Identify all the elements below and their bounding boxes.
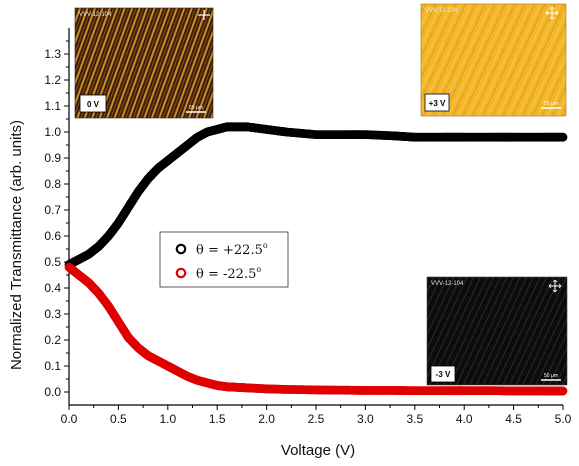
x-tick-label: 2.0 bbox=[258, 412, 275, 426]
inset-caption-minus3v: VVV-12-104 bbox=[431, 281, 464, 287]
series-positive bbox=[64, 122, 568, 269]
legend-marker-red bbox=[175, 267, 187, 279]
inset-caption-plus3v: VVV-12-104 bbox=[425, 8, 458, 14]
x-tick-label: 3.5 bbox=[406, 412, 423, 426]
y-tick-label: 0.7 bbox=[44, 203, 61, 217]
inset-volt-box-minus3v bbox=[430, 365, 456, 383]
y-tick-label: 0.4 bbox=[44, 281, 61, 295]
move-arrows-icon bbox=[545, 6, 559, 20]
x-tick-label: 4.0 bbox=[456, 412, 473, 426]
y-tick-label: 0.5 bbox=[44, 255, 61, 269]
legend-label-negative: θ = -22.5o bbox=[196, 265, 261, 282]
legend-label-positive: θ = +22.5o bbox=[196, 241, 268, 258]
y-tick-label: 0.0 bbox=[44, 385, 61, 399]
y-tick-label: 0.6 bbox=[44, 229, 61, 243]
y-tick-label: 1.2 bbox=[44, 73, 61, 87]
x-tick-label: 5.0 bbox=[555, 412, 572, 426]
inset-scale-plus3v: 50 μm bbox=[544, 101, 558, 107]
x-axis-title: Voltage (V) bbox=[281, 442, 355, 459]
axis-ticks: 0.0 0.5 1.0 1.5 2.0 2.5 3.0 3.5 4.0 4.5 5.0 0.0 0.1 0… bbox=[44, 40, 572, 426]
inset-volt-box-0v bbox=[79, 94, 107, 113]
inset-scale-0v: 50 μm bbox=[189, 105, 203, 111]
series-layer bbox=[64, 122, 568, 396]
inset-volt-label-plus3v: +3 V bbox=[429, 99, 446, 108]
y-tick-label: 0.9 bbox=[44, 151, 61, 165]
x-tick-label: 2.5 bbox=[308, 412, 325, 426]
x-tick-label: 0.0 bbox=[61, 412, 78, 426]
x-tick-label: 4.5 bbox=[505, 412, 522, 426]
data-point bbox=[558, 132, 568, 142]
move-arrows-icon bbox=[548, 279, 562, 293]
x-tick-label: 3.0 bbox=[357, 412, 374, 426]
inset-volt-label-minus3v: -3 V bbox=[436, 370, 451, 379]
y-tick-label: 1.0 bbox=[44, 125, 61, 139]
y-tick-label: 1.1 bbox=[44, 99, 61, 113]
x-tick-label: 0.5 bbox=[110, 412, 127, 426]
y-tick-label: 1.3 bbox=[44, 47, 61, 61]
y-tick-label: 0.1 bbox=[44, 359, 61, 373]
data-point bbox=[558, 386, 568, 396]
crosshair-icon bbox=[198, 10, 210, 20]
inset-volt-box-plus3v bbox=[424, 93, 450, 112]
inset-micrograph-minus3v: VVV-12-104 -3 V 50 μm bbox=[426, 276, 568, 386]
legend: θ = +22.5o θ = -22.5o bbox=[159, 231, 289, 288]
series-negative bbox=[64, 262, 568, 396]
y-axis-title: Normalized Transmittance (arb. units) bbox=[8, 120, 25, 370]
legend-marker-black bbox=[175, 243, 187, 255]
inset-micrograph-plus3v: VVV-12-104 +3 V 50 μm bbox=[420, 3, 567, 117]
y-tick-label: 0.8 bbox=[44, 177, 61, 191]
x-tick-label: 1.5 bbox=[209, 412, 226, 426]
y-tick-label: 0.3 bbox=[44, 307, 61, 321]
inset-caption-0v: VVV-12-104 bbox=[79, 12, 112, 18]
inset-scale-minus3v: 50 μm bbox=[544, 373, 558, 379]
y-tick-label: 0.2 bbox=[44, 333, 61, 347]
inset-volt-label-0v: 0 V bbox=[87, 100, 100, 109]
x-tick-label: 1.0 bbox=[159, 412, 176, 426]
inset-micrograph-0v: VVV-12-104 0 V 50 μm bbox=[74, 7, 214, 119]
